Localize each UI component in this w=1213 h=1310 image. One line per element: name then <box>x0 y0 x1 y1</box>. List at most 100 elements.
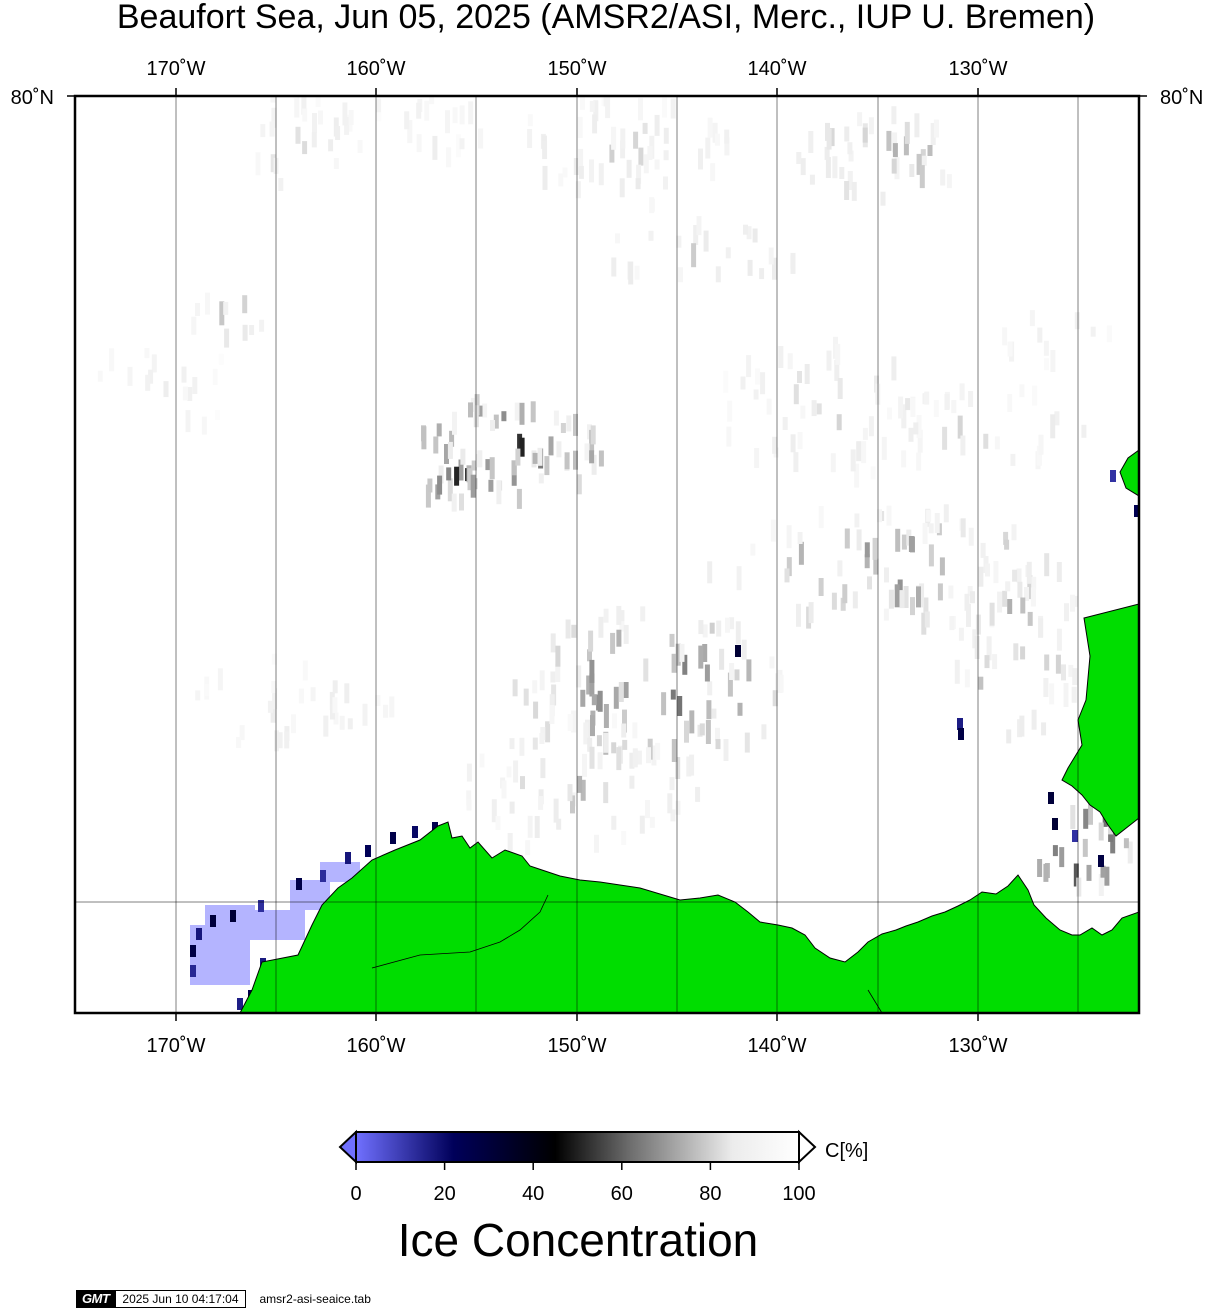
ice-cell <box>818 506 824 529</box>
ice-cell <box>831 592 837 610</box>
ice-cell <box>847 142 853 155</box>
ice-cell <box>589 746 595 769</box>
ice-cell <box>818 578 824 596</box>
ice-cell <box>1038 618 1044 638</box>
ice-cell <box>527 815 533 838</box>
ice-cell <box>675 643 681 666</box>
ice-cell <box>1005 581 1011 592</box>
colorbar-tick-label: 0 <box>350 1183 361 1205</box>
ice-cell <box>471 460 477 471</box>
ice-cell <box>864 554 870 569</box>
ice-cell <box>219 301 225 326</box>
ice-cell <box>444 444 449 464</box>
ice-cell <box>800 158 806 176</box>
ice-cell <box>591 454 597 475</box>
ice-cell <box>302 108 308 122</box>
ice-cell <box>856 529 862 551</box>
ice-cell <box>562 167 568 178</box>
ice-cell <box>1110 834 1116 854</box>
ice-cell <box>218 353 224 365</box>
ice-cell <box>684 720 689 743</box>
ice-cell <box>598 616 604 638</box>
ice-cell <box>473 405 479 428</box>
ice-cell <box>654 114 660 136</box>
ice-cell <box>591 694 597 706</box>
ice-cell <box>636 164 642 184</box>
ice-cell <box>921 612 927 635</box>
ice-cell <box>619 611 625 632</box>
colorbar-tick-label: 20 <box>433 1183 455 1205</box>
ice-cell <box>750 543 756 556</box>
ice-cell <box>1055 654 1061 674</box>
ice-cell <box>638 98 643 121</box>
ice-cell <box>459 105 465 125</box>
ice-cell <box>520 776 525 790</box>
ice-cell <box>454 466 460 486</box>
graticule <box>75 96 1139 1013</box>
ice-cell <box>538 795 544 810</box>
ice-cell <box>808 602 814 624</box>
ice-cell <box>532 680 538 694</box>
ice-cell <box>862 127 868 143</box>
ice-cell <box>611 815 617 830</box>
ice-cell <box>345 852 351 864</box>
ice-cell <box>705 720 711 744</box>
ice-cell <box>1100 865 1106 878</box>
ice-cell <box>975 614 981 635</box>
ice-cell <box>416 134 422 153</box>
ice-cell <box>901 450 907 468</box>
ice-cell <box>267 700 273 713</box>
ice-cell <box>1019 384 1025 398</box>
lon-label-bottom: 150˚W <box>548 1035 607 1057</box>
ice-cell <box>489 457 495 480</box>
ice-cell <box>333 712 339 725</box>
ice-cell <box>797 532 803 544</box>
ice-cell <box>994 436 1000 450</box>
ice-cell <box>933 400 939 417</box>
ice-cell <box>573 450 578 470</box>
border-line <box>867 989 883 1013</box>
ice-cell <box>904 121 910 144</box>
ice-cell <box>661 692 667 716</box>
ice-cell <box>192 377 198 394</box>
ice-cell <box>187 387 193 401</box>
ice-cell <box>735 621 741 645</box>
ice-cell <box>892 132 898 153</box>
ice-cell <box>957 415 963 439</box>
ice-cell <box>769 656 775 669</box>
ice-cell <box>468 101 474 125</box>
ice-cell <box>190 945 196 957</box>
ice-cell <box>985 563 990 577</box>
ice-cell <box>793 452 799 473</box>
ice-cell <box>886 505 892 526</box>
ice-cell <box>573 413 578 436</box>
ice-cell <box>909 164 915 177</box>
ice-cell <box>910 398 916 417</box>
ice-cell <box>632 722 638 739</box>
ice-cell <box>958 728 964 740</box>
ice-cell <box>711 708 717 719</box>
colorbar-gradient <box>355 1131 800 1163</box>
ice-cell <box>686 756 692 777</box>
ice-cell <box>593 100 599 122</box>
lon-label-bottom: 130˚W <box>949 1035 1008 1057</box>
ice-cell <box>1048 792 1054 804</box>
lon-label-bottom: 160˚W <box>347 1035 406 1057</box>
ice-cell <box>433 436 439 454</box>
ice-cell <box>210 915 216 927</box>
ice-cell <box>964 669 970 688</box>
ice-cell <box>182 386 188 401</box>
ice-cell <box>1020 597 1026 614</box>
ice-cell <box>984 655 990 669</box>
ice-cell <box>844 181 850 200</box>
ice-cell <box>861 441 867 464</box>
ice-cell <box>573 158 579 175</box>
ice-cell <box>1063 683 1069 707</box>
ice-cell <box>978 566 984 587</box>
ice-cell <box>1044 553 1050 577</box>
ice-cell <box>509 801 515 814</box>
ice-cell <box>1037 327 1043 343</box>
lon-label-bottom: 170˚W <box>147 1035 206 1057</box>
ice-cell <box>259 319 265 332</box>
ice-cell <box>1134 505 1139 517</box>
